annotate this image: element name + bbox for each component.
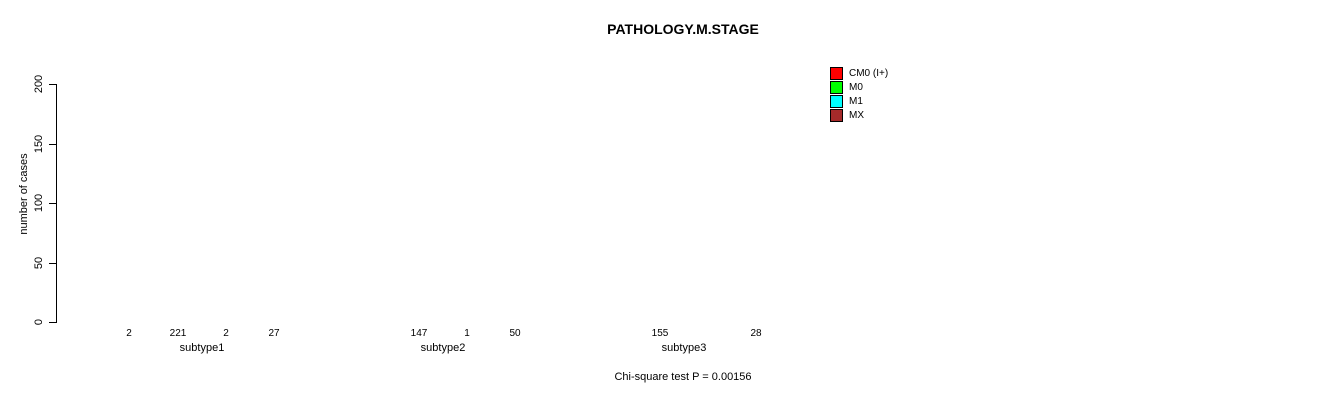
bar-value-label: 27 [268, 328, 280, 339]
y-tick-label: 0 [33, 318, 45, 326]
legend-label: CM0 (I+) [849, 67, 889, 79]
y-tick-mark [49, 322, 56, 323]
legend: CM0 (I+) M0 M1 MX [830, 66, 888, 122]
legend-row: M1 [830, 94, 888, 108]
legend-row: M0 [830, 80, 888, 94]
bar-value-label: 147 [410, 328, 428, 339]
category-label-subtype3: subtype3 [661, 342, 707, 354]
y-tick-mark [49, 144, 56, 145]
y-axis-label: number of cases [18, 153, 30, 235]
y-tick-label: 100 [33, 193, 45, 213]
legend-swatch-icon [830, 66, 843, 80]
bar-value-label: 221 [169, 328, 187, 339]
y-tick-mark [49, 203, 56, 204]
bar-value-label: 155 [651, 328, 669, 339]
bar-value-label: 1 [464, 328, 470, 339]
bar-value-label: 2 [223, 328, 229, 339]
y-tick-mark [49, 263, 56, 264]
y-tick-label: 200 [33, 74, 45, 94]
y-tick-label: 150 [33, 134, 45, 154]
category-label-subtype1: subtype1 [179, 342, 225, 354]
category-label-subtype2: subtype2 [420, 342, 466, 354]
chart-title: PATHOLOGY.M.STAGE [607, 21, 759, 37]
y-tick-mark [49, 84, 56, 85]
y-tick-label: 50 [33, 256, 45, 270]
legend-label: MX [849, 109, 864, 121]
legend-label: M0 [849, 81, 863, 93]
bar-value-label: 50 [509, 328, 521, 339]
legend-swatch-icon [830, 108, 843, 122]
y-axis-line [56, 84, 57, 323]
legend-swatch-icon [830, 94, 843, 108]
legend-row: MX [830, 108, 888, 122]
legend-swatch-icon [830, 80, 843, 94]
chi-square-annotation: Chi-square test P = 0.00156 [614, 371, 752, 383]
legend-label: M1 [849, 95, 863, 107]
legend-row: CM0 (I+) [830, 66, 888, 80]
bar-value-label: 2 [126, 328, 132, 339]
bar-value-label: 28 [750, 328, 762, 339]
